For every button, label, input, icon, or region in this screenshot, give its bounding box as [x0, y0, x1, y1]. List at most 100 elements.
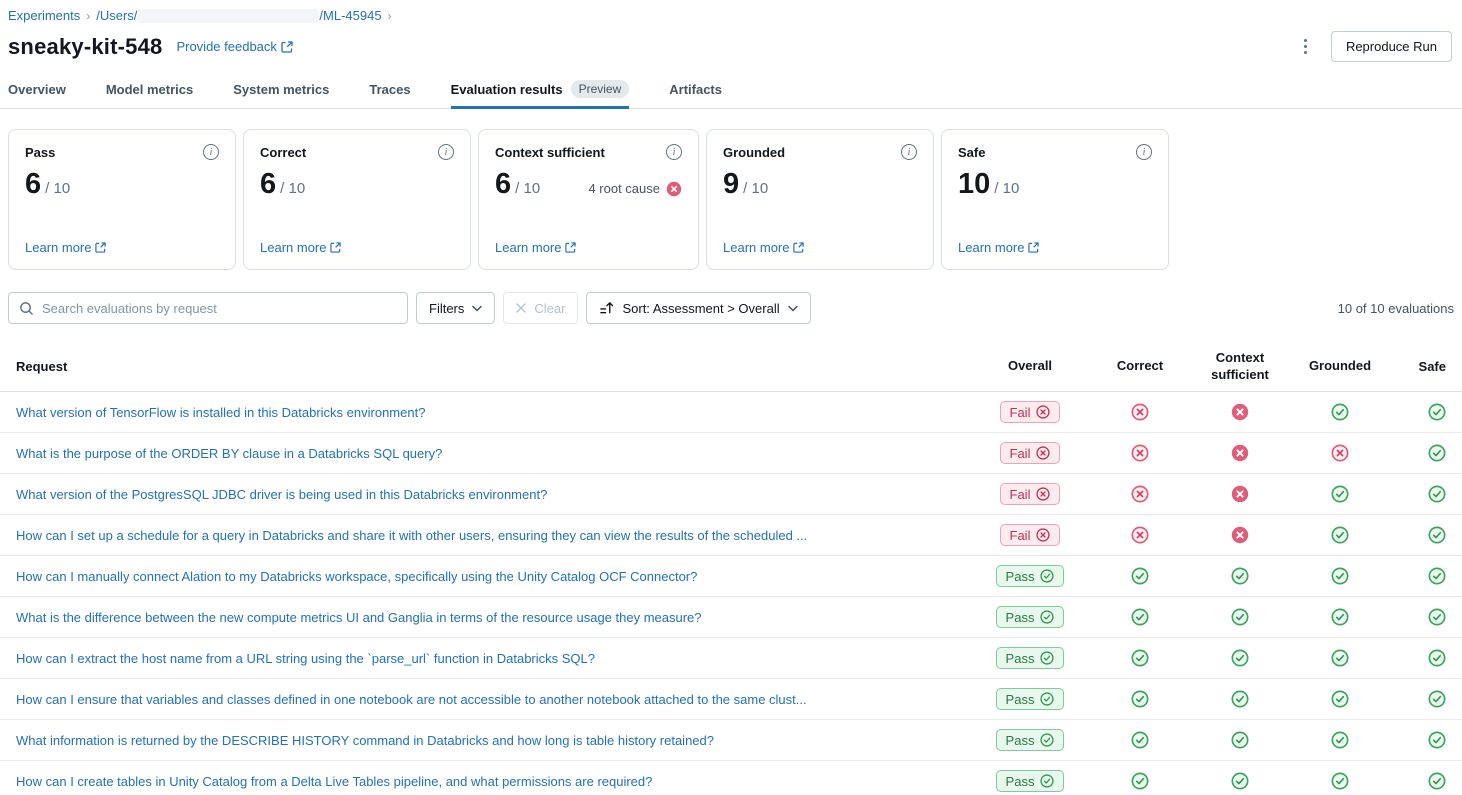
request-link[interactable]: What information is returned by the DESC… — [16, 732, 714, 748]
request-link[interactable]: What is the purpose of the ORDER BY clau… — [16, 445, 443, 461]
fail-solid-x-icon — [1231, 403, 1249, 421]
card-correct: Correct i 6 / 10 Learn more — [243, 129, 471, 270]
safe-cell — [1390, 567, 1446, 585]
assessment-summary-cards: Pass i 6 / 10 Learn more Correct i 6 / 1… — [0, 109, 1462, 270]
pass-check-icon — [1131, 772, 1149, 790]
fail-solid-icon — [666, 181, 682, 196]
close-icon — [516, 303, 527, 313]
pass-check-icon — [1331, 485, 1349, 503]
request-link[interactable]: How can I set up a schedule for a query … — [16, 527, 808, 543]
info-icon[interactable]: i — [1136, 144, 1152, 160]
breadcrumb-experiment-path[interactable]: /Users/ /ML-45945 — [96, 8, 381, 23]
table-row[interactable]: What version of TensorFlow is installed … — [0, 392, 1462, 433]
column-header-grounded: Grounded — [1308, 358, 1372, 374]
pass-check-icon — [1428, 403, 1446, 421]
pass-check-icon — [1428, 731, 1446, 749]
tab-overview[interactable]: Overview — [8, 81, 66, 97]
fail-solid-x-icon — [1231, 444, 1249, 462]
eval-table-body: What version of TensorFlow is installed … — [0, 392, 1462, 795]
info-icon[interactable]: i — [203, 144, 219, 160]
request-link[interactable]: How can I extract the host name from a U… — [16, 650, 596, 666]
request-link[interactable]: How can I manually connect Alation to my… — [16, 568, 698, 584]
provide-feedback-link[interactable]: Provide feedback — [176, 39, 293, 54]
pass-check-icon — [1331, 567, 1349, 585]
overall-cell: Pass — [970, 770, 1090, 792]
learn-more-link[interactable]: Learn more — [25, 240, 219, 255]
table-row[interactable]: What is the difference between the new c… — [0, 597, 1462, 638]
filters-button[interactable]: Filters — [416, 292, 496, 324]
tab-model-metrics[interactable]: Model metrics — [105, 81, 194, 97]
external-link-icon — [95, 242, 107, 253]
tab-traces[interactable]: Traces — [369, 81, 411, 97]
tab-bar: Overview Model metrics System metrics Tr… — [0, 72, 1462, 109]
overall-badge: Pass — [995, 647, 1065, 669]
fail-x-icon — [1131, 403, 1149, 421]
overall-badge: Pass — [995, 565, 1065, 587]
safe-cell — [1390, 608, 1446, 626]
info-icon[interactable]: i — [438, 144, 454, 160]
column-header-safe: Safe — [1418, 359, 1446, 374]
request-link[interactable]: What is the difference between the new c… — [16, 609, 702, 625]
pass-check-icon — [1231, 608, 1249, 626]
overall-cell: Fail — [970, 483, 1090, 505]
request-link[interactable]: How can I create tables in Unity Catalog… — [16, 773, 653, 789]
tab-system-metrics[interactable]: System metrics — [233, 81, 330, 97]
sort-ascending-icon — [600, 302, 614, 314]
pass-check-icon — [1040, 692, 1055, 706]
pass-check-icon — [1040, 733, 1055, 747]
table-row[interactable]: What information is returned by the DESC… — [0, 720, 1462, 761]
learn-more-link[interactable]: Learn more — [723, 240, 917, 255]
column-header-context-sufficient: Context sufficient — [1211, 350, 1269, 382]
overall-badge: Pass — [995, 770, 1065, 792]
request-link[interactable]: What version of the PostgresSQL JDBC dri… — [16, 486, 548, 502]
card-value: 6 — [495, 168, 512, 200]
pass-check-icon — [1040, 651, 1055, 665]
fail-x-icon — [1131, 444, 1149, 462]
breadcrumb-experiments-link[interactable]: Experiments — [8, 8, 81, 23]
table-row[interactable]: What version of the PostgresSQL JDBC dri… — [0, 474, 1462, 515]
overall-cell: Fail — [970, 524, 1090, 546]
correct-cell — [1090, 526, 1190, 544]
search-input[interactable] — [42, 300, 397, 316]
overall-badge: Fail — [999, 401, 1061, 423]
tab-artifacts[interactable]: Artifacts — [669, 81, 722, 97]
tab-evaluation-results[interactable]: Evaluation results Preview — [450, 72, 630, 109]
context-sufficient-cell — [1190, 649, 1290, 667]
info-icon[interactable]: i — [901, 144, 917, 160]
table-row[interactable]: How can I set up a schedule for a query … — [0, 515, 1462, 556]
search-box[interactable] — [8, 292, 408, 324]
request-link[interactable]: How can I ensure that variables and clas… — [16, 691, 807, 707]
table-header-row: Request Overall Correct Context sufficie… — [0, 342, 1462, 392]
card-value: 6 — [260, 168, 277, 200]
safe-cell — [1390, 731, 1446, 749]
chevron-down-icon — [787, 305, 798, 312]
sort-button[interactable]: Sort: Assessment > Overall — [586, 292, 811, 324]
root-cause-chip[interactable]: 4 root cause — [588, 181, 682, 197]
request-link[interactable]: What version of TensorFlow is installed … — [16, 404, 426, 420]
column-header-correct: Correct — [1116, 358, 1164, 374]
pass-check-icon — [1040, 569, 1055, 583]
safe-cell — [1390, 444, 1446, 462]
correct-cell — [1090, 772, 1190, 790]
table-row[interactable]: How can I ensure that variables and clas… — [0, 679, 1462, 720]
fail-solid-x-icon — [1231, 526, 1249, 544]
learn-more-link[interactable]: Learn more — [958, 240, 1152, 255]
pass-check-icon — [1231, 731, 1249, 749]
info-icon[interactable]: i — [666, 144, 682, 160]
table-row[interactable]: How can I extract the host name from a U… — [0, 638, 1462, 679]
more-actions-kebab-icon[interactable] — [1298, 33, 1313, 60]
column-header-overall: Overall — [1007, 358, 1053, 374]
fail-x-icon — [1131, 526, 1149, 544]
clear-filters-button[interactable]: Clear — [503, 292, 579, 324]
card-total: / 10 — [45, 180, 71, 197]
table-row[interactable]: How can I manually connect Alation to my… — [0, 556, 1462, 597]
table-row[interactable]: What is the purpose of the ORDER BY clau… — [0, 433, 1462, 474]
reproduce-run-button[interactable]: Reproduce Run — [1330, 31, 1452, 62]
learn-more-link[interactable]: Learn more — [495, 240, 682, 255]
table-row[interactable]: How can I create tables in Unity Catalog… — [0, 761, 1462, 795]
overall-cell: Fail — [970, 401, 1090, 423]
card-label: Correct — [260, 144, 307, 160]
context-sufficient-cell — [1190, 403, 1290, 421]
learn-more-link[interactable]: Learn more — [260, 240, 454, 255]
